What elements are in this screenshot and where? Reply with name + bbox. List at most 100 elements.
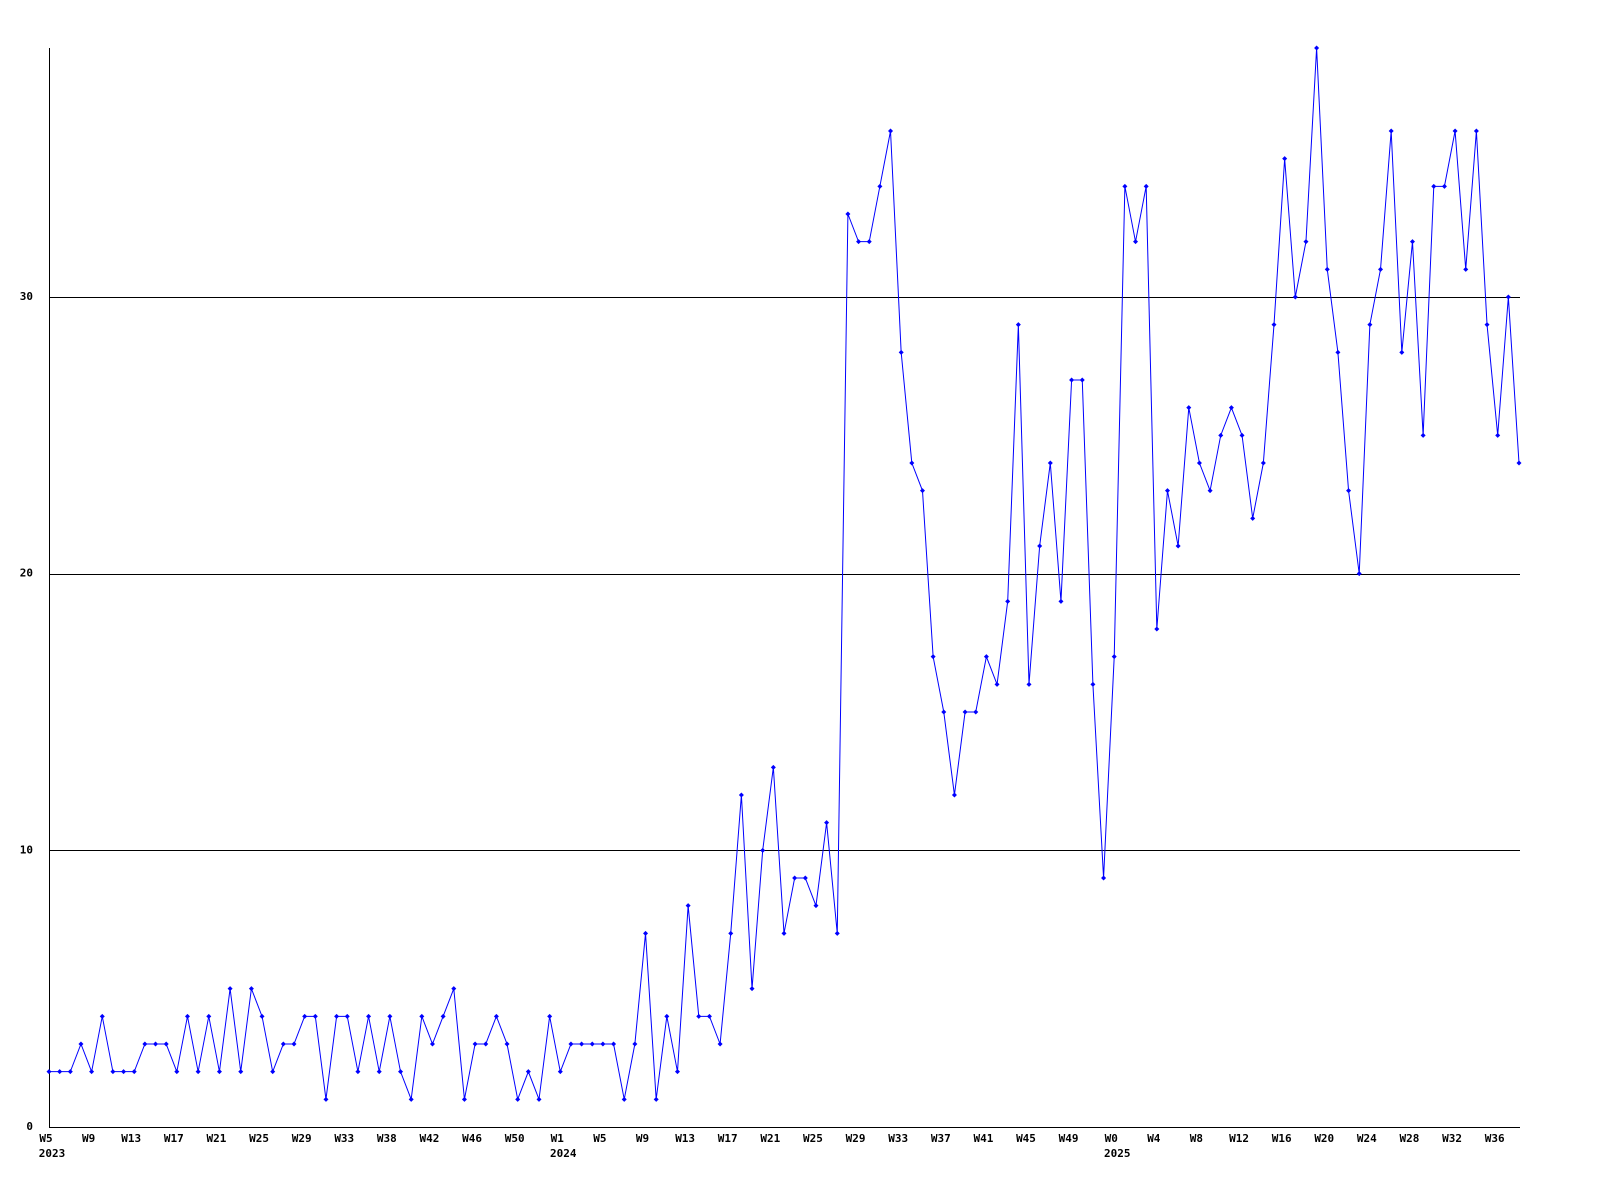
y-tick-label: 20 (20, 567, 33, 580)
data-point (1484, 322, 1490, 328)
data-point (696, 1013, 702, 1019)
data-point (1495, 432, 1501, 438)
data-point (1047, 460, 1053, 466)
x-tick-label: W5 (593, 1132, 606, 1145)
data-point (1452, 128, 1458, 134)
x-tick-label: W36 (1485, 1132, 1505, 1145)
data-point (717, 1041, 723, 1047)
data-point (110, 1069, 116, 1075)
data-point (749, 986, 755, 992)
data-point (611, 1041, 617, 1047)
y-tick-label: 30 (20, 290, 33, 303)
data-point (621, 1096, 627, 1102)
data-point (376, 1069, 382, 1075)
data-point (536, 1096, 542, 1102)
x-tick-label: W4 (1147, 1132, 1161, 1145)
x-tick-label: W16 (1272, 1132, 1292, 1145)
data-point (387, 1013, 393, 1019)
x-year-label: 2023 (39, 1147, 66, 1160)
data-point (195, 1069, 201, 1075)
data-point (153, 1041, 159, 1047)
data-point (1186, 405, 1192, 411)
data-point (557, 1069, 563, 1075)
data-point (163, 1041, 169, 1047)
data-point (909, 460, 915, 466)
data-point (46, 1069, 52, 1075)
x-tick-label: W21 (760, 1132, 780, 1145)
data-point (259, 1013, 265, 1019)
x-tick-label: W37 (931, 1132, 951, 1145)
data-point (994, 681, 1000, 687)
data-point (1399, 349, 1405, 355)
data-point (792, 875, 798, 881)
x-tick-label: W38 (377, 1132, 397, 1145)
data-point (57, 1069, 63, 1075)
data-point (685, 903, 691, 909)
x-tick-label: W29 (292, 1132, 312, 1145)
data-point (1228, 405, 1234, 411)
data-point (1175, 543, 1181, 549)
x-tick-label: W49 (1059, 1132, 1079, 1145)
data-point (1378, 266, 1384, 272)
data-point (813, 903, 819, 909)
x-tick-label: W17 (718, 1132, 738, 1145)
data-point (1026, 681, 1032, 687)
data-point (1143, 183, 1149, 189)
data-point (962, 709, 968, 715)
data-point (1196, 460, 1202, 466)
x-tick-label: W8 (1190, 1132, 1203, 1145)
x-tick-label: W20 (1314, 1132, 1334, 1145)
data-point (1207, 488, 1213, 494)
data-point (579, 1041, 585, 1047)
data-line (49, 47, 1520, 1102)
x-tick-label: W25 (803, 1132, 823, 1145)
x-tick-label: W24 (1357, 1132, 1377, 1145)
data-point (174, 1069, 180, 1075)
data-point (334, 1013, 340, 1019)
x-tick-label: W46 (462, 1132, 482, 1145)
data-point (1431, 183, 1437, 189)
data-point (856, 239, 862, 245)
data-point (706, 1013, 712, 1019)
data-point (973, 709, 979, 715)
data-point (1473, 128, 1479, 134)
data-point (1260, 460, 1266, 466)
x-tick-label: W42 (420, 1132, 440, 1145)
data-point (472, 1041, 478, 1047)
data-point (941, 709, 947, 715)
data-point (1164, 488, 1170, 494)
data-point (89, 1069, 95, 1075)
data-point (664, 1013, 670, 1019)
x-year-label: 2024 (550, 1147, 577, 1160)
x-tick-label: W29 (846, 1132, 866, 1145)
data-point (643, 930, 649, 936)
data-point (419, 1013, 425, 1019)
x-tick-label: W17 (164, 1132, 184, 1145)
data-point (366, 1013, 372, 1019)
x-tick-label: W13 (675, 1132, 695, 1145)
x-tick-label: W21 (206, 1132, 226, 1145)
data-point (248, 986, 254, 992)
data-point (951, 792, 957, 798)
data-point (302, 1013, 308, 1019)
data-point (600, 1041, 606, 1047)
data-point (525, 1069, 531, 1075)
x-year-label: 2025 (1104, 1147, 1131, 1160)
data-point (930, 654, 936, 660)
data-point (227, 986, 233, 992)
data-point (1388, 128, 1394, 134)
data-point (440, 1013, 446, 1019)
data-point (781, 930, 787, 936)
data-point (1346, 488, 1352, 494)
data-point (919, 488, 925, 494)
data-point (323, 1096, 329, 1102)
data-point (1133, 239, 1139, 245)
data-point (398, 1069, 404, 1075)
data-point (206, 1013, 212, 1019)
x-tick-label: W12 (1229, 1132, 1249, 1145)
data-point (653, 1096, 659, 1102)
data-point (1356, 571, 1362, 577)
data-point (1250, 515, 1256, 521)
data-point (1441, 183, 1447, 189)
data-point (291, 1041, 297, 1047)
